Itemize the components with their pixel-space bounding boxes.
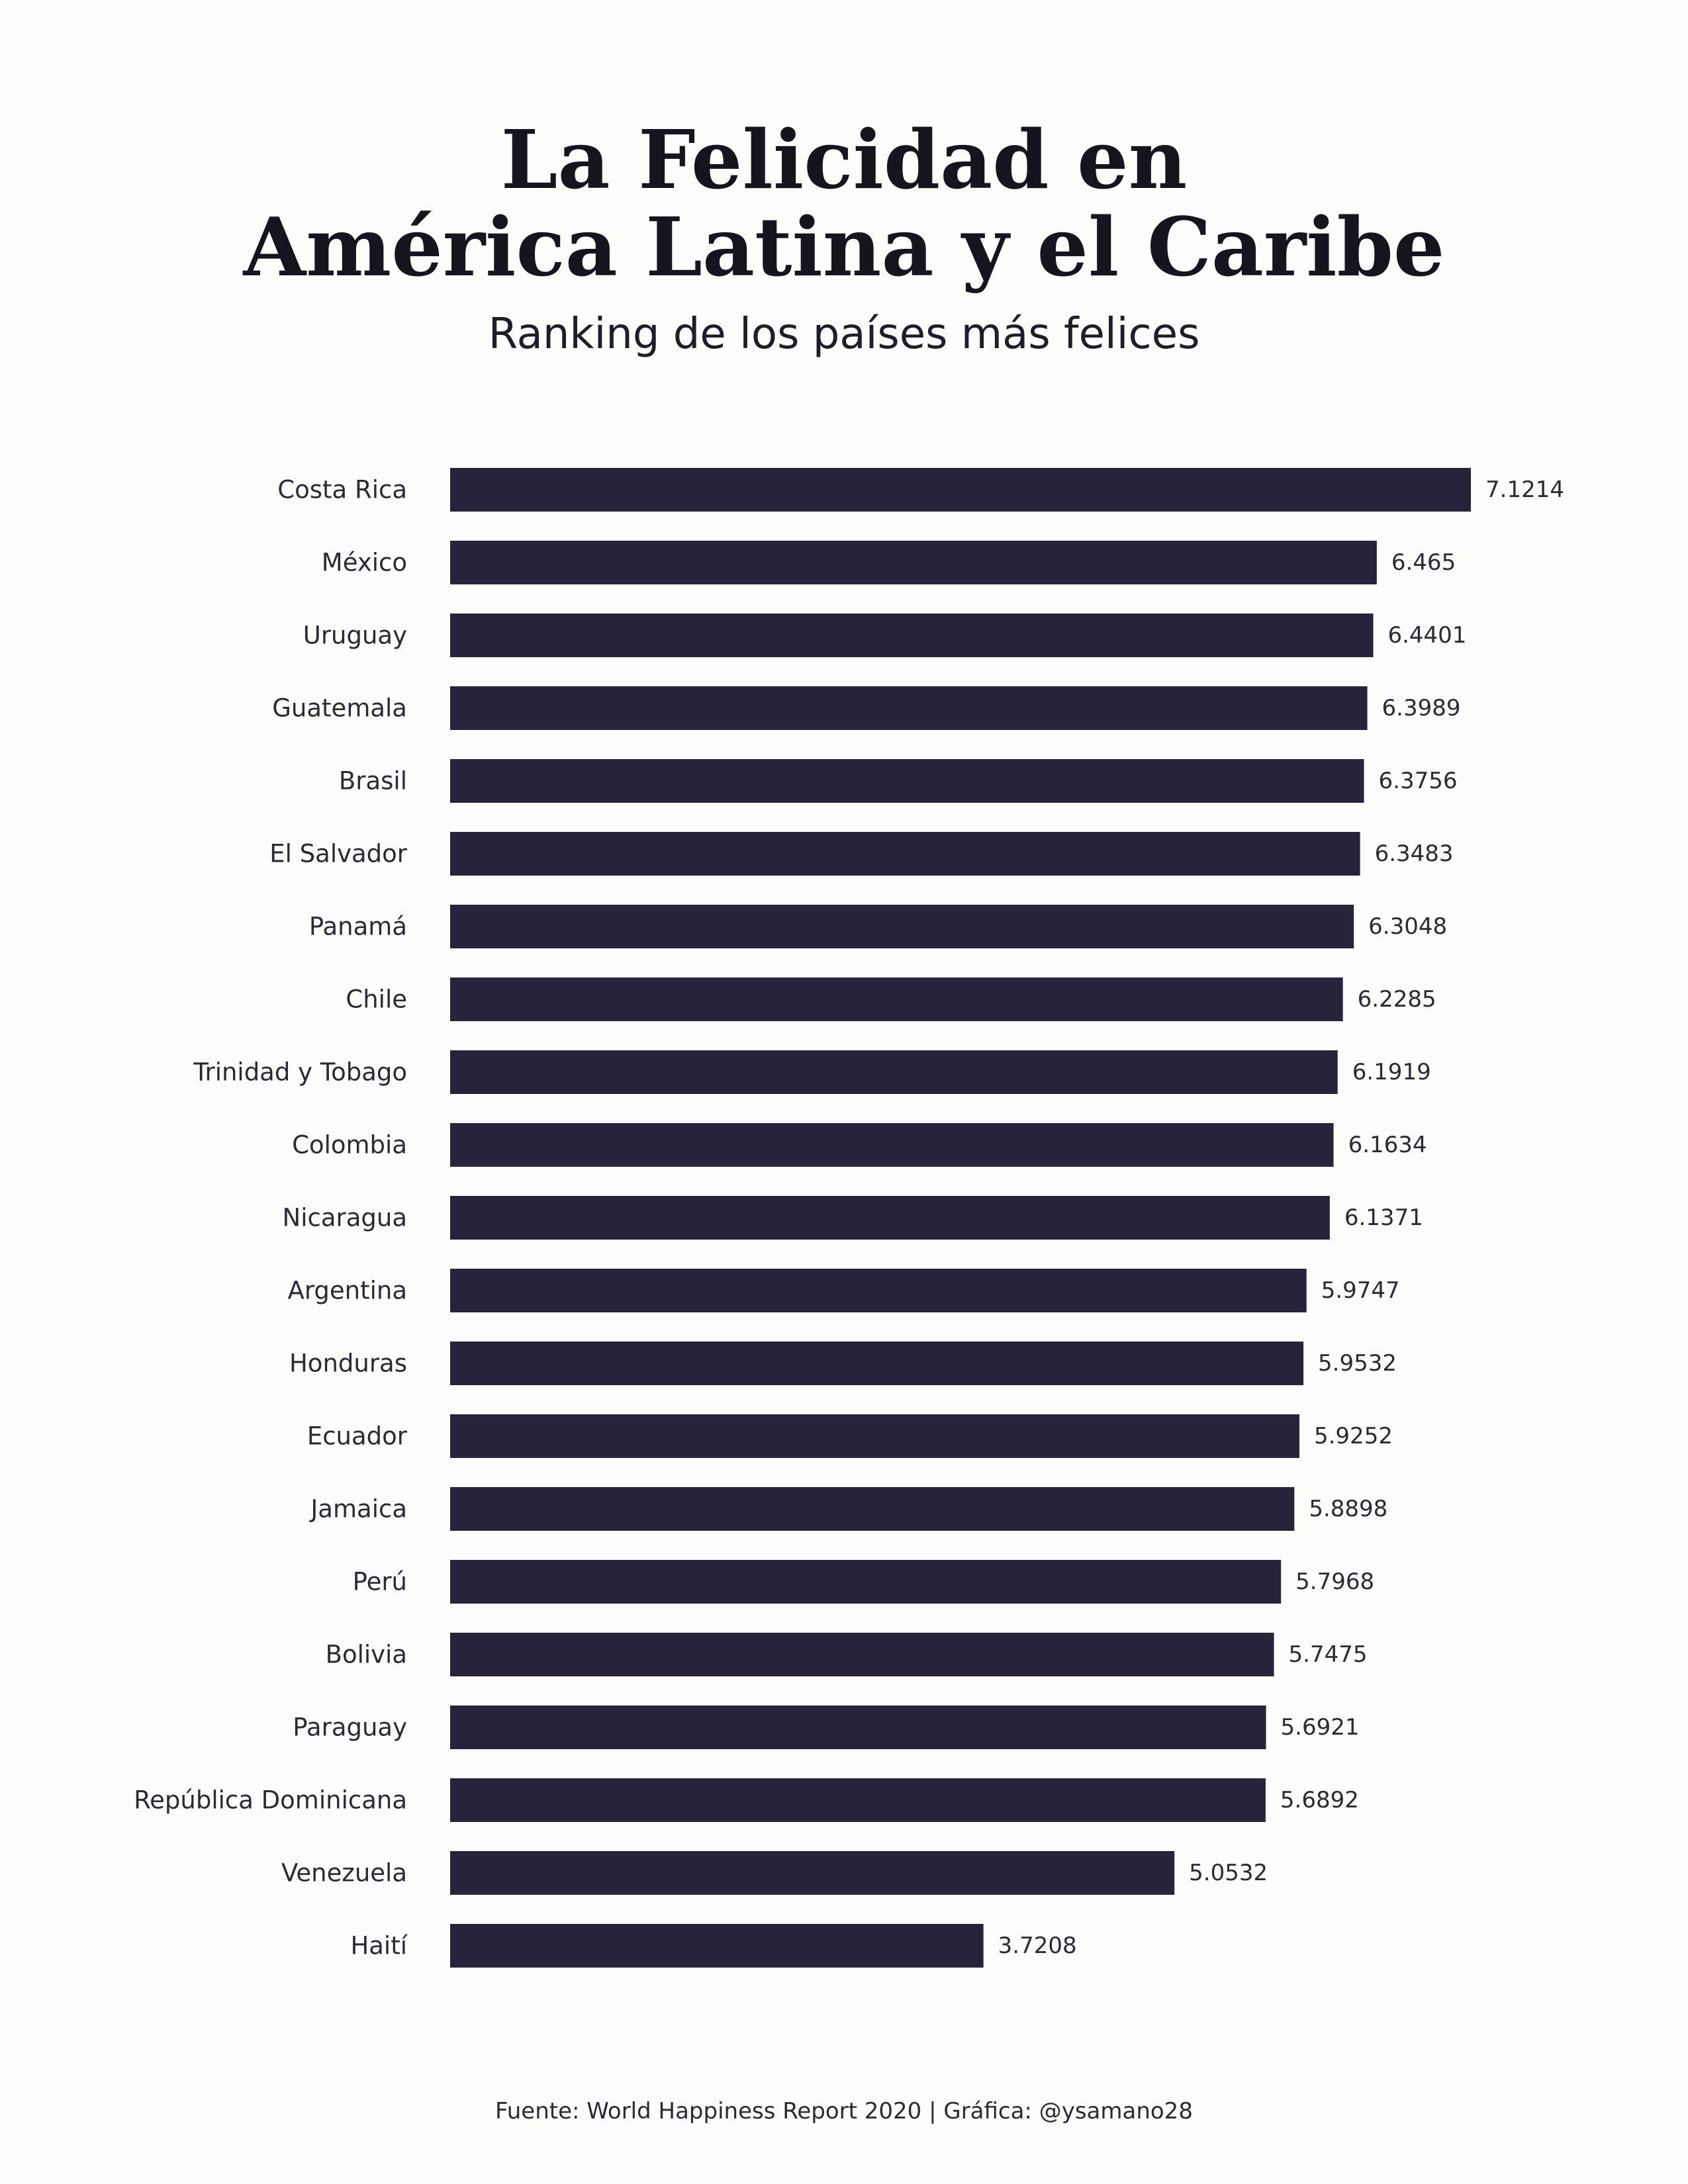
chart-title: La Felicidad en América Latina y el Cari… [0, 116, 1688, 291]
category-label-12: Honduras [289, 1349, 407, 1378]
value-label-0: 7.1214 [1485, 477, 1564, 503]
bar-3 [450, 686, 1368, 730]
category-label-6: Panamá [309, 913, 407, 941]
value-label-15: 5.7968 [1295, 1569, 1374, 1595]
bar-9 [450, 1123, 1334, 1167]
category-label-5: El Salvador [269, 840, 408, 868]
value-label-13: 5.9252 [1314, 1423, 1393, 1449]
value-label-10: 6.1371 [1344, 1205, 1423, 1231]
bar-4 [450, 759, 1364, 803]
value-label-5: 6.3483 [1375, 841, 1454, 867]
value-label-14: 5.8898 [1309, 1496, 1387, 1522]
category-label-4: Brasil [339, 767, 407, 796]
bar-5 [450, 832, 1360, 876]
value-label-4: 6.3756 [1379, 768, 1458, 794]
value-label-2: 6.4401 [1387, 622, 1466, 649]
value-label-19: 5.0532 [1189, 1860, 1268, 1886]
bar-17 [450, 1706, 1266, 1749]
category-label-2: Uruguay [303, 621, 407, 650]
category-label-18: República Dominicana [134, 1786, 407, 1815]
value-label-8: 6.1919 [1352, 1059, 1431, 1085]
bar-0 [450, 468, 1471, 512]
bar-11 [450, 1269, 1307, 1312]
category-label-11: Argentina [288, 1277, 407, 1305]
chart-subtitle: Ranking de los países más felices [488, 310, 1200, 359]
category-label-14: Jamaica [309, 1495, 407, 1524]
category-label-16: Bolivia [326, 1641, 407, 1669]
bar-14 [450, 1487, 1295, 1531]
bar-10 [450, 1196, 1330, 1240]
bar-20 [450, 1924, 984, 1968]
chart-title-line-2: América Latina y el Caribe [243, 199, 1445, 295]
bar-1 [450, 541, 1377, 584]
value-label-9: 6.1634 [1348, 1132, 1427, 1158]
value-label-7: 6.2285 [1358, 986, 1436, 1013]
category-label-0: Costa Rica [277, 476, 407, 504]
value-label-20: 3.7208 [998, 1933, 1077, 1959]
bar-12 [450, 1342, 1304, 1385]
value-label-11: 5.9747 [1321, 1277, 1400, 1304]
bar-18 [450, 1778, 1266, 1822]
value-label-6: 6.3048 [1368, 913, 1447, 940]
bar-16 [450, 1633, 1274, 1676]
category-label-15: Perú [353, 1568, 407, 1596]
category-labels-group: Costa Rica México Uruguay Guatemala Brasil El… [134, 476, 408, 1960]
bar-7 [450, 978, 1343, 1021]
value-label-1: 6.465 [1391, 549, 1456, 576]
category-label-3: Guatemala [272, 694, 407, 723]
value-label-3: 6.3989 [1382, 695, 1461, 721]
category-label-10: Nicaragua [283, 1204, 407, 1232]
category-label-8: Trinidad y Tobago [193, 1058, 407, 1087]
value-label-17: 5.6921 [1281, 1714, 1360, 1741]
chart-title-line-1: La Felicidad en [500, 112, 1188, 207]
category-label-7: Chile [346, 985, 407, 1014]
value-label-16: 5.7475 [1289, 1641, 1368, 1668]
bar-8 [450, 1050, 1338, 1094]
bar-15 [450, 1560, 1282, 1604]
category-label-20: Haití [350, 1932, 408, 1960]
bar-19 [450, 1851, 1175, 1895]
source-caption: Fuente: World Happiness Report 2020 | Gr… [495, 2098, 1193, 2124]
category-label-17: Paraguay [293, 1713, 407, 1742]
category-label-19: Venezuela [281, 1859, 407, 1888]
bar-2 [450, 614, 1374, 657]
value-label-18: 5.6892 [1280, 1787, 1359, 1813]
category-label-9: Colombia [292, 1131, 407, 1160]
category-label-13: Ecuador [307, 1422, 408, 1451]
bar-6 [450, 905, 1354, 948]
bar-13 [450, 1414, 1299, 1458]
bars-group [450, 468, 1471, 1968]
value-label-12: 5.9532 [1318, 1350, 1397, 1377]
value-labels-group: 7.1214 6.465 6.4401 6.3989 6.3756 6.3483 6.304… [998, 477, 1564, 1959]
category-label-1: México [322, 549, 407, 577]
